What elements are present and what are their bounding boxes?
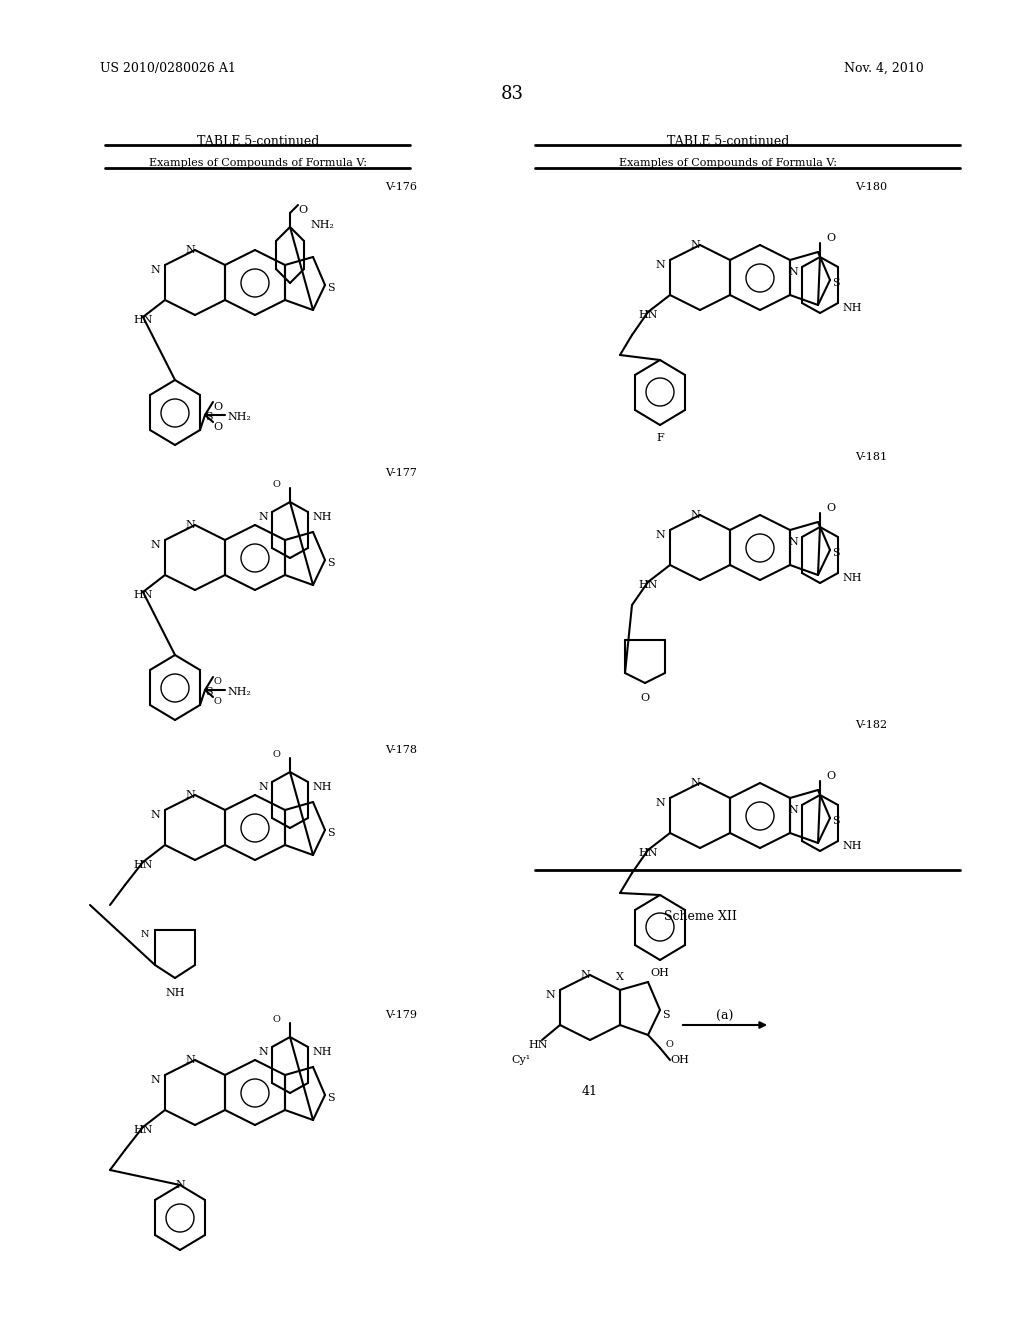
Text: O: O — [298, 205, 307, 215]
Text: S: S — [327, 1093, 335, 1104]
Text: Scheme XII: Scheme XII — [664, 909, 736, 923]
Text: NH: NH — [842, 573, 861, 583]
Text: S: S — [205, 686, 213, 697]
Text: V-179: V-179 — [385, 1010, 417, 1020]
Text: TABLE 5-continued: TABLE 5-continued — [197, 135, 319, 148]
Text: HN: HN — [133, 1125, 153, 1135]
Text: O: O — [826, 234, 836, 243]
Text: N: N — [185, 520, 195, 531]
Text: S: S — [831, 279, 840, 288]
Text: N: N — [185, 246, 195, 255]
Text: NH: NH — [842, 304, 861, 313]
Text: HN: HN — [639, 847, 658, 858]
Text: V-178: V-178 — [385, 744, 417, 755]
Text: 41: 41 — [582, 1085, 598, 1098]
Text: X: X — [616, 972, 624, 982]
Text: N: N — [690, 240, 699, 249]
Text: N: N — [140, 931, 150, 939]
Text: S: S — [205, 412, 213, 422]
Text: Cy¹: Cy¹ — [511, 1055, 530, 1065]
Text: N: N — [690, 510, 699, 520]
Text: NH₂: NH₂ — [227, 412, 251, 422]
Text: HN: HN — [133, 861, 153, 870]
Text: 83: 83 — [501, 84, 523, 103]
Text: N: N — [788, 805, 798, 814]
Text: V-176: V-176 — [385, 182, 417, 191]
Text: N: N — [258, 512, 268, 521]
Text: V-181: V-181 — [855, 451, 887, 462]
Text: US 2010/0280026 A1: US 2010/0280026 A1 — [100, 62, 236, 75]
Text: O: O — [213, 403, 222, 412]
Text: N: N — [185, 1055, 195, 1065]
Text: N: N — [655, 531, 665, 540]
Text: NH: NH — [312, 512, 332, 521]
Text: S: S — [327, 558, 335, 568]
Text: S: S — [327, 282, 335, 293]
Text: N: N — [175, 1180, 185, 1191]
Text: HN: HN — [639, 579, 658, 590]
Text: OH: OH — [650, 968, 670, 978]
Text: Examples of Compounds of Formula V:: Examples of Compounds of Formula V: — [618, 158, 837, 168]
Text: O: O — [272, 750, 280, 759]
Text: O: O — [272, 480, 280, 488]
Text: TABLE 5-continued: TABLE 5-continued — [667, 135, 790, 148]
Text: O: O — [213, 422, 222, 432]
Text: N: N — [258, 781, 268, 792]
Text: NH: NH — [842, 841, 861, 851]
Text: V-180: V-180 — [855, 182, 887, 191]
Text: N: N — [788, 537, 798, 546]
Text: O: O — [213, 697, 221, 706]
Text: Examples of Compounds of Formula V:: Examples of Compounds of Formula V: — [150, 158, 367, 168]
Text: V-177: V-177 — [385, 469, 417, 478]
Text: NH: NH — [312, 1047, 332, 1057]
Text: N: N — [581, 970, 590, 979]
Text: N: N — [655, 799, 665, 808]
Text: N: N — [788, 267, 798, 277]
Text: O: O — [826, 503, 836, 513]
Text: S: S — [831, 548, 840, 558]
Text: N: N — [545, 990, 555, 1001]
Text: HN: HN — [528, 1040, 548, 1049]
Text: NH₂: NH₂ — [227, 686, 251, 697]
Text: NH₂: NH₂ — [310, 220, 334, 230]
Text: N: N — [690, 777, 699, 788]
Text: F: F — [656, 433, 664, 444]
Text: O: O — [640, 693, 649, 704]
Text: S: S — [662, 1010, 670, 1020]
Text: (a): (a) — [717, 1010, 733, 1023]
Text: S: S — [831, 816, 840, 826]
Text: N: N — [185, 789, 195, 800]
Text: O: O — [213, 677, 221, 686]
Text: NH: NH — [312, 781, 332, 792]
Text: N: N — [258, 1047, 268, 1057]
Text: N: N — [151, 1074, 160, 1085]
Text: Nov. 4, 2010: Nov. 4, 2010 — [844, 62, 924, 75]
Text: HN: HN — [133, 315, 153, 325]
Text: N: N — [655, 260, 665, 271]
Text: N: N — [151, 265, 160, 275]
Text: O: O — [826, 771, 836, 781]
Text: O: O — [272, 1015, 280, 1024]
Text: O: O — [665, 1040, 673, 1049]
Text: NH: NH — [165, 987, 184, 998]
Text: S: S — [327, 828, 335, 838]
Text: HN: HN — [133, 590, 153, 601]
Text: HN: HN — [639, 310, 658, 319]
Text: OH: OH — [670, 1055, 689, 1065]
Text: N: N — [151, 540, 160, 550]
Text: V-182: V-182 — [855, 719, 887, 730]
Text: N: N — [151, 810, 160, 820]
